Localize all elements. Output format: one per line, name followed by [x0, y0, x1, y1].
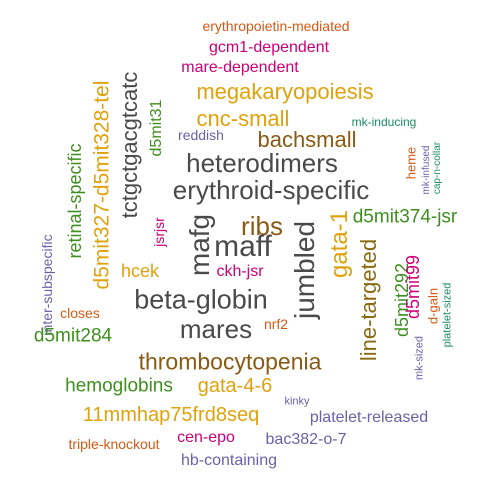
word-tctgctgacgtcatc: tctgctgacgtcatc	[117, 71, 142, 219]
word-bac382-o-7: bac382-o-7	[265, 431, 347, 448]
word-platelet-released: platelet-released	[309, 409, 429, 426]
word-ckh-jsr: ckh-jsr	[216, 263, 264, 280]
word-d5mit327-d5mit328-tel: d5mit327-d5mit328-tel	[90, 80, 114, 290]
word-inter-subspecific: inter-subspecific	[39, 234, 55, 336]
word-kinky: kinky	[284, 395, 310, 408]
word-d5mit31: d5mit31	[148, 99, 165, 157]
word-cnc-small: cnc-small	[196, 106, 290, 131]
word-closes: closes	[60, 305, 100, 321]
word-mk-sized: mk-sized	[413, 335, 426, 381]
word-line-targeted: line-targeted	[356, 238, 381, 362]
word-retinal-specific: retinal-specific	[65, 143, 85, 259]
word-jumbled: jumbled	[289, 220, 320, 320]
word-mk-infused: mk-infused	[421, 145, 432, 195]
word-d5mit374-jsr: d5mit374-jsr	[352, 206, 458, 228]
word-mares: mares	[179, 314, 253, 344]
word-d5mit284: d5mit284	[33, 325, 113, 347]
word-gata-1: gata-1	[326, 209, 353, 279]
word-d-galn: d-galn	[425, 287, 441, 325]
word-maff: maff	[214, 230, 272, 263]
word-jsrjsr: jsrjsr	[151, 217, 167, 247]
word-megakaryopoiesis: megakaryopoiesis	[196, 79, 374, 104]
word-mare-dependent: mare-dependent	[181, 59, 299, 76]
word-heme: heme	[403, 146, 419, 180]
word-hb-containing: hb-containing	[180, 452, 278, 469]
word-bachsmall: bachsmall	[257, 127, 357, 152]
word-ribs: ribs	[241, 211, 283, 241]
word-erythroid-specific: erythroid-specific	[172, 175, 370, 205]
word-mafg: mafg	[184, 213, 215, 277]
word-reddish: reddish	[178, 127, 224, 143]
word-d5mit99: d5mit99	[403, 254, 423, 320]
word-hemoglobins: hemoglobins	[65, 375, 173, 397]
word-gcm1-dependent: gcm1-dependent	[208, 39, 330, 56]
word-cap-n-collar: cap-n-collar	[432, 141, 443, 195]
word-erythropoietin-mediated: erythropoietin-mediated	[202, 18, 350, 34]
word-cen-epo: cen-epo	[177, 429, 235, 446]
word-hcek: hcek	[120, 261, 160, 281]
word-11mmhap75frd8seq: 11mmhap75frd8seq	[82, 404, 260, 426]
word-nrf2: nrf2	[263, 316, 289, 332]
word-platelet-sized: platelet-sized	[441, 282, 454, 348]
word-mk-inducing: mk-inducing	[351, 115, 417, 129]
word-gata-4-6: gata-4-6	[197, 375, 273, 397]
word-heterodimers: heterodimers	[186, 148, 338, 178]
word-beta-globin: beta-globin	[134, 284, 268, 315]
word-thrombocytopenia: thrombocytopenia	[138, 348, 322, 375]
word-triple-knockout: triple-knockout	[68, 436, 160, 452]
